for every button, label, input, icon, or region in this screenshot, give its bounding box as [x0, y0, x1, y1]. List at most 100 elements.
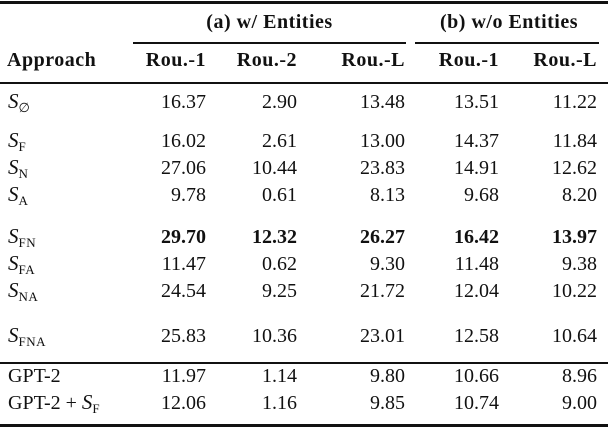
bottom-rule — [0, 424, 608, 427]
table-row-s-a: SA 9.78 0.61 8.13 9.68 8.20 — [0, 182, 597, 209]
cell-rouge1-b: 14.91 — [454, 157, 499, 179]
cell-rougeL-a: 23.01 — [360, 324, 405, 347]
approach-subscript: FNA — [18, 333, 47, 349]
approach-subscript: ∅ — [18, 99, 31, 115]
cell-rougeL-b: 13.97 — [552, 226, 597, 248]
cell-rouge1-a: 11.47 — [161, 253, 206, 275]
cell-rouge1-b: 13.51 — [454, 90, 499, 113]
cell-rouge1-a: 12.06 — [161, 392, 206, 414]
group-header-with-entities: (a) w/ Entities — [206, 11, 333, 33]
cell-rouge1-b: 12.58 — [454, 324, 499, 347]
cell-rougeL-b: 11.84 — [552, 130, 597, 152]
column-header-rougeL-b: Rou.-L — [533, 48, 597, 71]
mathcal-s: S — [8, 88, 19, 113]
cell-rougeL-a: 8.13 — [370, 184, 405, 206]
column-header-rouge2-a: Rou.-2 — [236, 48, 297, 71]
cell-rouge1-b: 14.37 — [454, 130, 499, 152]
group-header-without-entities: (b) w/o Entities — [440, 11, 578, 33]
cell-rouge1-a: 16.37 — [161, 90, 206, 113]
cell-rouge2-a: 10.36 — [252, 324, 297, 347]
mathcal-s: S — [8, 224, 19, 248]
cell-rougeL-a: 9.30 — [370, 253, 405, 275]
approach-label: SN — [0, 155, 126, 182]
cell-rouge1-b: 9.68 — [464, 184, 499, 206]
cell-rougeL-a: 21.72 — [360, 280, 405, 302]
approach-label: SF — [0, 128, 126, 155]
cell-rouge1-b: 10.66 — [454, 365, 499, 387]
approach-subscript: F — [92, 401, 101, 416]
cell-rouge1-b: 12.04 — [454, 280, 499, 302]
cell-rouge1-b: 11.48 — [454, 253, 499, 275]
cell-rouge1-a: 29.70 — [161, 226, 206, 248]
cell-rouge1-a: 16.02 — [161, 130, 206, 152]
cell-rouge1-a: 11.97 — [161, 365, 206, 387]
approach-prefix: GPT-2 + — [8, 392, 82, 414]
approach-label: SFNA — [0, 323, 126, 350]
cell-rouge2-a: 2.61 — [262, 130, 297, 152]
cell-rouge1-b: 10.74 — [454, 392, 499, 414]
approach-label: GPT-2 + SF — [0, 390, 126, 417]
table-row-s-fa: SFA 11.47 0.62 9.30 11.48 9.38 — [0, 251, 597, 278]
table-row-s-f: SF 16.02 2.61 13.00 14.37 11.84 — [0, 128, 597, 155]
cell-rougeL-a: 9.85 — [370, 392, 405, 414]
cell-rouge1-a: 24.54 — [161, 280, 206, 302]
cell-rougeL-b: 8.96 — [562, 365, 597, 387]
approach-subscript: FA — [18, 262, 36, 277]
table-row-s-empty: S∅ 16.37 2.90 13.48 13.51 11.22 — [0, 84, 597, 120]
column-header-approach: Approach — [7, 48, 97, 71]
cell-rougeL-a: 23.83 — [360, 157, 405, 179]
mathcal-s: S — [8, 251, 19, 275]
cell-rouge2-a: 9.25 — [262, 280, 297, 302]
approach-label: SFA — [0, 251, 126, 278]
cmidrule-without-entities — [415, 42, 599, 44]
cell-rougeL-b: 8.20 — [562, 184, 597, 206]
cell-rougeL-b: 10.64 — [552, 324, 597, 347]
mathcal-s: S — [8, 278, 19, 302]
table-row-s-fn-best: SFN 29.70 12.32 26.27 16.42 13.97 — [0, 224, 597, 251]
mathcal-s: S — [8, 155, 19, 179]
approach-subscript: NA — [18, 289, 39, 304]
mathcal-s: S — [8, 182, 19, 206]
approach-subscript: FN — [18, 235, 37, 250]
section-rule — [0, 362, 608, 364]
cmidrule-with-entities — [133, 42, 406, 44]
mathcal-s: S — [81, 390, 93, 414]
table-row-gpt2: GPT-2 11.97 1.14 9.80 10.66 8.96 — [0, 363, 597, 390]
cell-rouge2-a: 12.32 — [252, 226, 297, 248]
table-row-s-na: SNA 24.54 9.25 21.72 12.04 10.22 — [0, 278, 597, 305]
approach-prefix: GPT-2 — [8, 365, 61, 387]
column-header-rouge1-b: Rou.-1 — [438, 48, 499, 71]
approach-label: SNA — [0, 278, 126, 305]
cell-rouge1-a: 27.06 — [161, 157, 206, 179]
cell-rougeL-a: 13.48 — [360, 90, 405, 113]
cell-rougeL-b: 10.22 — [552, 280, 597, 302]
table-row-gpt2-plus-s-f: GPT-2 + SF 12.06 1.16 9.85 10.74 9.00 — [0, 390, 597, 417]
cell-rouge2-a: 0.61 — [262, 184, 297, 206]
cell-rouge1-a: 25.83 — [161, 324, 206, 347]
cell-rouge2-a: 1.14 — [262, 365, 297, 387]
cell-rougeL-a: 9.80 — [370, 365, 405, 387]
mathcal-s: S — [8, 322, 19, 347]
cell-rougeL-a: 26.27 — [360, 226, 405, 248]
approach-subscript: F — [18, 139, 27, 154]
cell-rouge2-a: 0.62 — [262, 253, 297, 275]
approach-subscript: A — [18, 193, 29, 208]
cell-rouge2-a: 1.16 — [262, 392, 297, 414]
approach-label: SA — [0, 182, 126, 209]
cell-rougeL-b: 9.00 — [562, 392, 597, 414]
cell-rouge2-a: 2.90 — [262, 90, 297, 113]
header-rule — [0, 82, 608, 84]
table-row-s-n: SN 27.06 10.44 23.83 14.91 12.62 — [0, 155, 597, 182]
approach-label: S∅ — [0, 89, 126, 116]
column-header-rouge1-a: Rou.-1 — [145, 48, 206, 71]
cell-rougeL-a: 13.00 — [360, 130, 405, 152]
table-row-s-fna: SFNA 25.83 10.36 23.01 12.58 10.64 — [0, 322, 597, 350]
approach-label: SFN — [0, 224, 126, 251]
cell-rougeL-b: 12.62 — [552, 157, 597, 179]
column-header-rougeL-a: Rou.-L — [341, 48, 405, 71]
cell-rougeL-b: 9.38 — [562, 253, 597, 275]
cell-rouge1-b: 16.42 — [454, 226, 499, 248]
cell-rouge1-a: 9.78 — [171, 184, 206, 206]
approach-subscript: N — [18, 166, 29, 181]
